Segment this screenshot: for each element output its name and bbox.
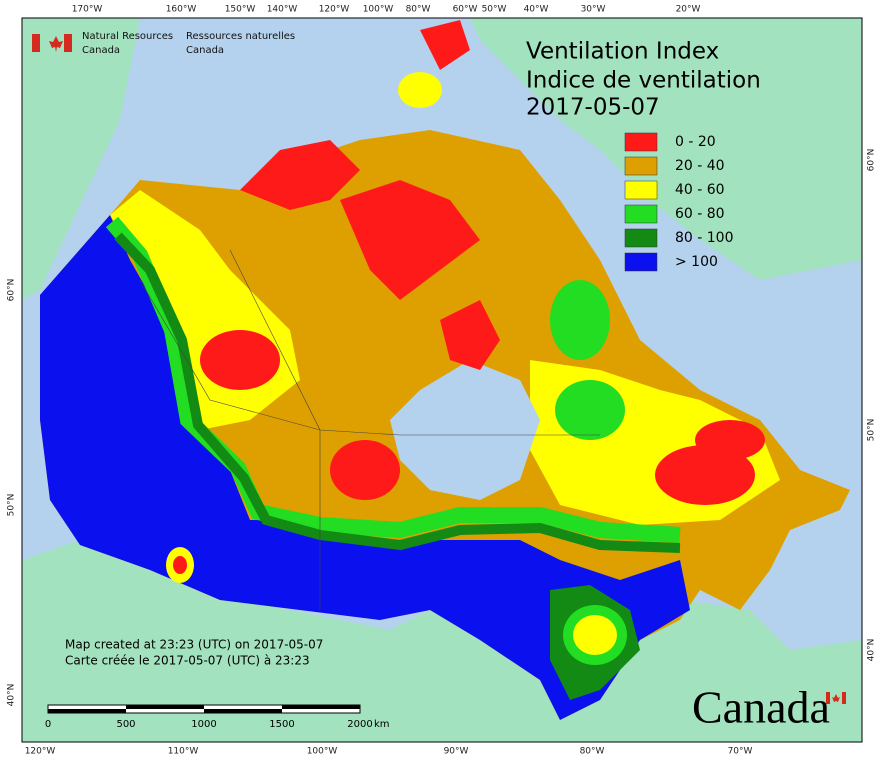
graticule-label: 20°W (676, 5, 701, 15)
legend-swatch (624, 204, 658, 224)
zone-0-20 (200, 330, 280, 390)
zone-0-20 (340, 180, 480, 300)
graticule-label: 110°W (168, 747, 199, 757)
scale-label: 1500 (269, 719, 294, 730)
graticule-label: 60°N (867, 149, 877, 172)
scale-unit: km (374, 719, 390, 730)
scale-segment (204, 709, 282, 713)
graticule-label: 40°N (867, 639, 877, 662)
hudson-bay (390, 360, 540, 500)
agency-fr: Canada (186, 45, 224, 56)
zone-40-60 (398, 72, 442, 108)
province-border (229, 249, 321, 610)
graticule-label: 100°W (363, 5, 394, 15)
legend-swatch (624, 132, 658, 152)
scale-label: 0 (45, 719, 51, 730)
graticule-label: 140°W (267, 5, 298, 15)
created-en: Map created at 23:23 (UTC) on 2017-05-07 (65, 638, 323, 652)
legend-swatch (624, 180, 658, 200)
agency-fr: Ressources naturelles (186, 31, 295, 42)
zone-0-20 (240, 140, 360, 210)
alaska (22, 18, 140, 300)
scale-segment (126, 705, 204, 709)
legend-swatch (624, 228, 658, 248)
graticule-label: 80°W (580, 747, 605, 757)
zone-0-20 (330, 440, 400, 500)
graticule-label: 150°W (225, 5, 256, 15)
graticule-label: 60°W (453, 5, 478, 15)
maple-leaf (49, 36, 63, 52)
title: Indice de ventilation (526, 68, 761, 94)
scale-label: 2000 (347, 719, 372, 730)
graticule-label: 120°W (319, 5, 350, 15)
scale-segment (48, 709, 126, 713)
agency-en: Natural Resources (82, 31, 173, 42)
graticule-label: 120°W (25, 747, 56, 757)
zone-60-80 (555, 380, 625, 440)
zone-80-100 (114, 232, 681, 553)
legend-label: 20 - 40 (675, 158, 725, 174)
graticule-label: 80°W (406, 5, 431, 15)
graticule-label: 70°W (728, 747, 753, 757)
scale-segment (282, 705, 360, 709)
zone-0-20 (173, 556, 187, 574)
zone-over-100 (40, 215, 690, 720)
legend-label: > 100 (675, 254, 718, 270)
legend-label: 80 - 100 (675, 230, 734, 246)
legend-label: 40 - 60 (675, 182, 725, 198)
date: 2017-05-07 (526, 95, 660, 121)
greenland (470, 18, 862, 280)
graticule-label: 90°W (444, 747, 469, 757)
graticule-label: 50°N (867, 419, 877, 442)
graticule-label: 40°W (524, 5, 549, 15)
wordmark: Canada (692, 682, 830, 733)
graticule-label: 40°N (7, 684, 17, 707)
scale-label: 500 (116, 719, 135, 730)
zone-60-80 (550, 280, 610, 360)
zone-40-60 (573, 615, 617, 655)
legend-swatch (624, 156, 658, 176)
wordmark-flag (842, 692, 846, 704)
graticule-label: 50°N (7, 494, 17, 517)
legend-label: 0 - 20 (675, 134, 716, 150)
graticule-label: 100°W (307, 747, 338, 757)
zone-0-20 (420, 20, 470, 70)
usa (22, 540, 862, 742)
legend-label: 60 - 80 (675, 206, 725, 222)
zone-0-20 (440, 300, 500, 370)
agency-en: Canada (82, 45, 120, 56)
scale-label: 1000 (191, 719, 216, 730)
wordmark-flag (832, 694, 840, 702)
map-frame (21, 17, 863, 743)
legend-swatch (624, 252, 658, 272)
title: Ventilation Index (526, 39, 719, 65)
graticule-label: 160°W (166, 5, 197, 15)
flag-bar (64, 34, 72, 52)
graticule-label: 60°N (7, 279, 17, 302)
zone-0-20 (695, 420, 765, 460)
flag-bar (32, 34, 40, 52)
graticule-label: 50°W (482, 5, 507, 15)
graticule-label: 30°W (581, 5, 606, 15)
graticule-label: 170°W (72, 5, 103, 15)
created-fr: Carte créée le 2017-05-07 (UTC) à 23:23 (65, 654, 310, 668)
wordmark-flag (826, 692, 830, 704)
